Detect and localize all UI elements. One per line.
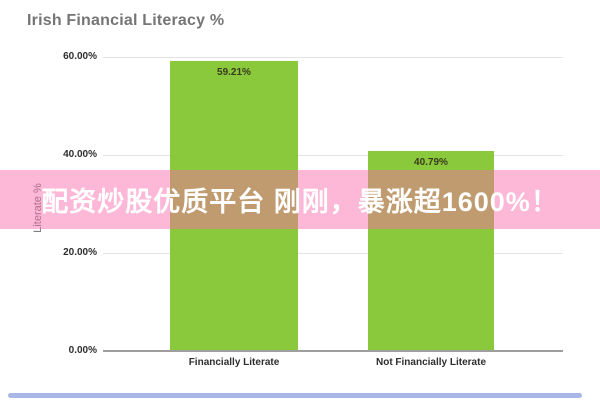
bottom-accent-bar bbox=[8, 393, 582, 398]
bar-value-label: 59.21% bbox=[217, 67, 251, 78]
y-tick-label: 60.00% bbox=[63, 51, 97, 62]
bar-value-label: 40.79% bbox=[414, 157, 448, 168]
promo-banner[interactable]: 配资炒股优质平台 刚刚，暴涨超1600%！ bbox=[0, 170, 600, 229]
bar-financially-literate: 59.21% bbox=[170, 61, 298, 350]
x-category-label: Financially Literate bbox=[188, 357, 280, 368]
chart-title: Irish Financial Literacy % bbox=[27, 12, 225, 29]
gridline-20 bbox=[103, 253, 563, 254]
gridline-60 bbox=[103, 57, 563, 58]
promo-banner-text: 配资炒股优质平台 刚刚，暴涨超1600%！ bbox=[41, 187, 559, 217]
x-axis-line bbox=[103, 350, 563, 352]
y-tick-label: 40.00% bbox=[63, 149, 97, 160]
y-tick-label: 0.00% bbox=[68, 345, 97, 356]
gridline-40 bbox=[103, 155, 563, 156]
x-category-label: Not Financially Literate bbox=[375, 357, 487, 368]
bar-not-financially-literate: 40.79% bbox=[368, 151, 494, 350]
y-tick-label: 20.00% bbox=[63, 247, 97, 258]
